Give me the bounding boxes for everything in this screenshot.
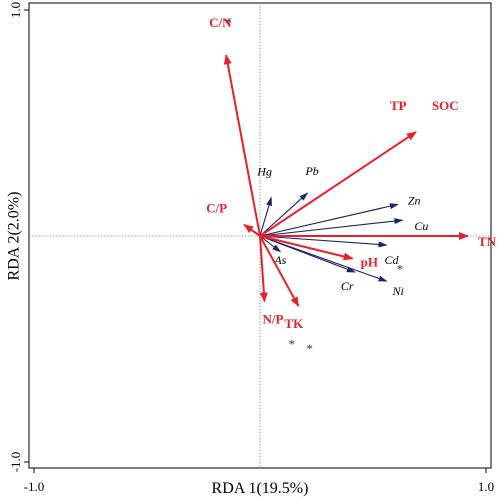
species-label-cd: Cd bbox=[385, 253, 400, 267]
env-arrow-tp bbox=[259, 131, 417, 237]
env-label-ph: pH bbox=[361, 255, 378, 270]
significance-star-tk: * bbox=[306, 341, 313, 356]
species-arrow-cd bbox=[259, 235, 388, 248]
species-layer: Hg Pb Zn Cu Cd As Cr Ni bbox=[256, 164, 428, 298]
env-arrow-ph bbox=[259, 235, 354, 261]
species-arrow-as bbox=[259, 235, 282, 253]
env-label-tn: TN bbox=[478, 234, 497, 249]
y-tick-label-min: -1.0 bbox=[8, 452, 23, 473]
env-label-tk: TK bbox=[284, 316, 304, 331]
significance-star-c-n: * bbox=[225, 15, 232, 30]
species-label-ni: Ni bbox=[392, 284, 404, 298]
x-tick-label-max: 1.0 bbox=[478, 479, 494, 494]
x-axis-title: RDA 1(19.5%) bbox=[212, 480, 309, 497]
species-label-cu: Cu bbox=[414, 219, 428, 233]
env-arrow-n-p bbox=[259, 235, 268, 303]
species-label-hg: Hg bbox=[256, 165, 272, 179]
env-arrow-c-n bbox=[223, 54, 261, 237]
significance-star-n-p: * bbox=[289, 337, 296, 352]
species-label-cr: Cr bbox=[341, 279, 354, 293]
species-label-as: As bbox=[273, 253, 286, 267]
species-arrow-ni bbox=[259, 235, 388, 282]
y-axis-title: RDA 2(2.0%) bbox=[6, 192, 23, 281]
significance-star-ph: * bbox=[397, 262, 404, 277]
env-label-c-n: C/N bbox=[209, 15, 232, 30]
species-label-pb: Pb bbox=[304, 164, 318, 178]
env-label-n-p: N/P bbox=[263, 312, 284, 327]
env-label-c-p: C/P bbox=[206, 201, 227, 216]
species-arrow-zn bbox=[259, 203, 399, 237]
species-label-zn: Zn bbox=[408, 193, 421, 207]
env-label-tp: TP bbox=[390, 98, 407, 113]
x-tick-label-min: -1.0 bbox=[24, 479, 45, 494]
y-tick-label-max: 1.0 bbox=[8, 2, 23, 18]
env-label-soc: SOC bbox=[432, 98, 459, 113]
species-arrow-hg bbox=[259, 196, 272, 237]
species-arrow-cu bbox=[259, 218, 404, 237]
env-arrow-tk bbox=[259, 235, 300, 307]
species-arrow-pb bbox=[259, 192, 309, 237]
env-arrow-c-p bbox=[243, 223, 261, 237]
